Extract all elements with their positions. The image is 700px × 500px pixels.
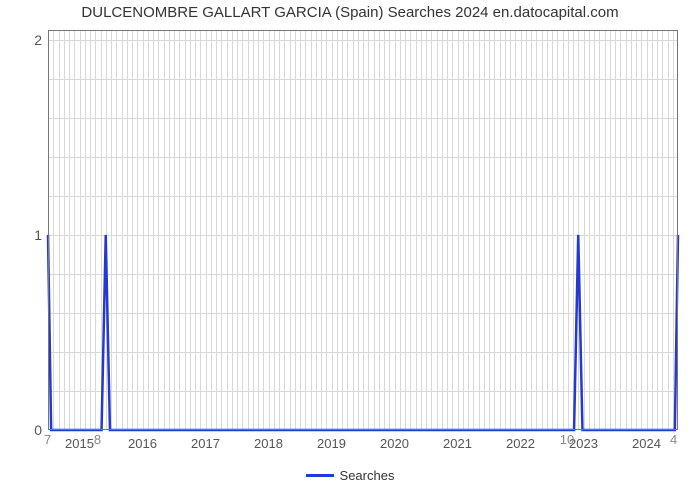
corner-label-bl: 7 xyxy=(44,432,51,447)
x-tick-label: 2020 xyxy=(380,436,409,451)
x-tick-label: 2022 xyxy=(506,436,535,451)
corner-label-spike2: 8 xyxy=(94,432,101,447)
corner-label-spike3: 10 xyxy=(560,432,574,447)
legend: Searches xyxy=(0,464,700,483)
y-tick-label: 2 xyxy=(34,32,42,48)
x-tick-label: 2019 xyxy=(317,436,346,451)
x-tick-label: 2018 xyxy=(254,436,283,451)
series-line-searches xyxy=(48,235,678,430)
series-layer xyxy=(48,30,678,430)
x-tick-label: 2015 xyxy=(65,436,94,451)
x-tick-label: 2016 xyxy=(128,436,157,451)
legend-item-searches: Searches xyxy=(306,468,395,483)
y-tick-label: 1 xyxy=(34,227,42,243)
legend-swatch xyxy=(306,474,334,477)
x-tick-label: 2017 xyxy=(191,436,220,451)
plot-area: 0122015201620172018201920202021202220232… xyxy=(48,30,678,430)
chart-title: DULCENOMBRE GALLART GARCIA (Spain) Searc… xyxy=(0,4,700,21)
legend-label: Searches xyxy=(340,468,395,483)
corner-label-br: 4 xyxy=(670,432,677,447)
y-tick-label: 0 xyxy=(34,422,42,438)
x-tick-label: 2024 xyxy=(632,436,661,451)
x-tick-label: 2021 xyxy=(443,436,472,451)
chart-container: DULCENOMBRE GALLART GARCIA (Spain) Searc… xyxy=(0,0,700,500)
